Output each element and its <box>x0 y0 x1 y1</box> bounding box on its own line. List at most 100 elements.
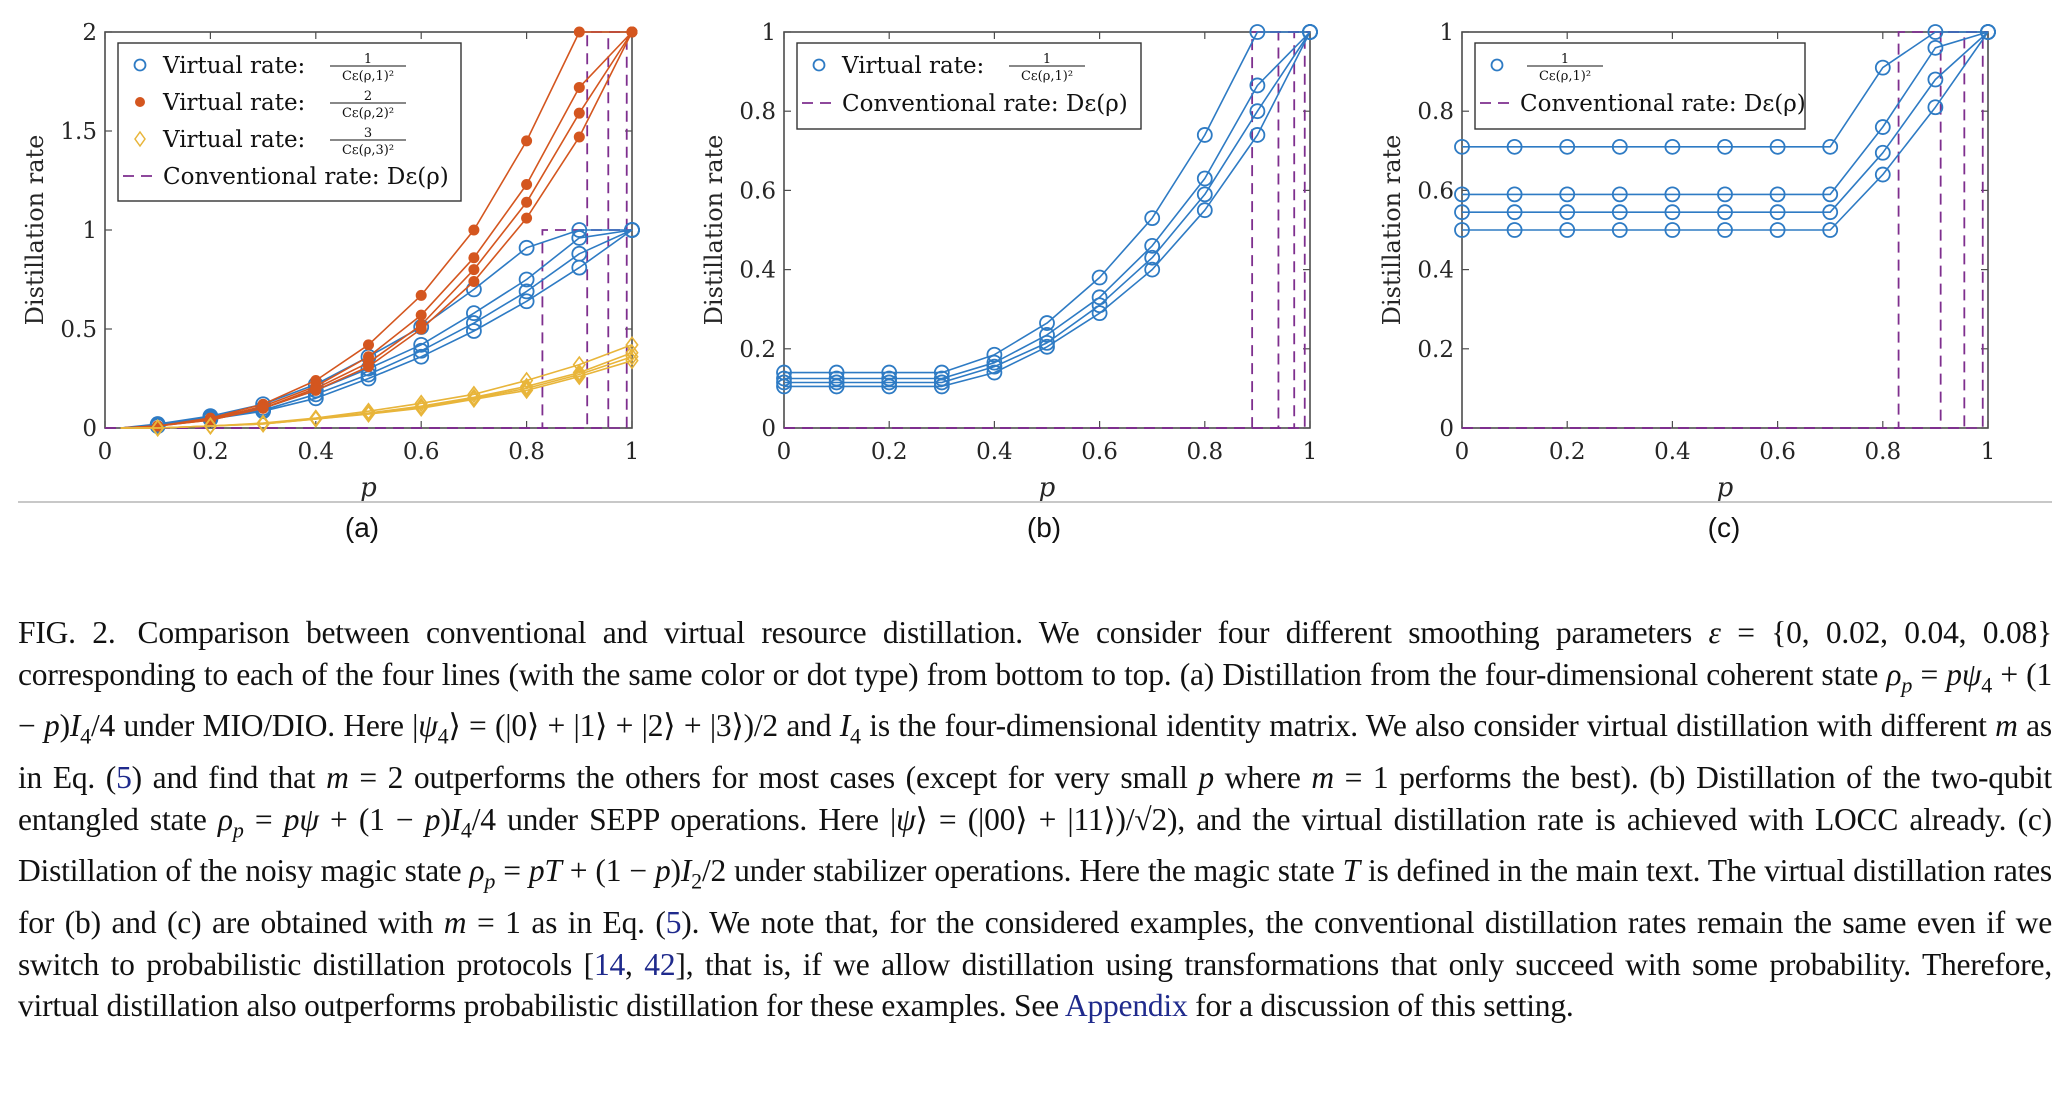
data-point-diamond <box>625 347 639 366</box>
caption-reference-link[interactable]: 42 <box>644 946 676 982</box>
caption-text: /2 under stabilizer operations. Here the… <box>701 853 1343 889</box>
data-point-dot <box>415 289 427 301</box>
caption-reference-link[interactable]: 5 <box>665 905 682 941</box>
series-m-3-0 <box>120 351 639 437</box>
caption-text: ε <box>1708 615 1721 650</box>
series--0-08 <box>1454 24 1996 155</box>
y-tick-label: 1 <box>1439 20 1454 46</box>
caption-text: ). We note that, for the considered exam… <box>18 905 2052 982</box>
caption-text: /4 under MIO/DIO. Here | <box>90 708 419 744</box>
data-point-circle <box>1039 315 1055 331</box>
caption-text: ρ <box>217 801 233 837</box>
data-point-circle <box>1927 99 1944 116</box>
data-point-circle <box>881 378 898 395</box>
legend-fraction-denominator: Cε(ρ,3)² <box>342 143 394 158</box>
caption-text: , <box>625 946 645 982</box>
caption-text: 4 <box>80 723 91 749</box>
data-point-diamond <box>361 405 376 423</box>
caption-text: 2 <box>691 868 702 894</box>
data-point-circle <box>1506 222 1523 238</box>
caption-text: m <box>1995 708 2018 744</box>
data-point-circle <box>1506 204 1523 221</box>
data-point-circle <box>413 336 430 353</box>
data-point-circle <box>1874 59 1891 76</box>
x-tick-label: 0 <box>98 439 113 465</box>
caption-text: ) <box>59 708 71 744</box>
legend-fraction-numerator: 3 <box>364 126 372 141</box>
panel-label-c: (c) <box>1707 512 1741 543</box>
x-axis-label: p <box>1039 473 1056 503</box>
caption-text: as in Eq. ( <box>18 708 2052 796</box>
caption-text: = <box>243 801 284 837</box>
series--0 <box>776 24 1318 395</box>
caption-body: Comparison between conventional and virt… <box>18 615 2052 1023</box>
data-point-dot <box>468 264 480 276</box>
caption-text: I <box>839 708 851 744</box>
data-point-diamond <box>309 410 323 428</box>
data-point-circle <box>828 378 845 395</box>
legend-fraction-denominator: Cε(ρ,1)² <box>342 69 394 84</box>
caption-text: ρ <box>469 853 485 889</box>
data-point-circle <box>1144 261 1161 278</box>
y-axis-label: Distillation rate <box>700 135 728 326</box>
data-point-diamond <box>572 367 586 386</box>
x-tick-label: 0.6 <box>1759 439 1796 465</box>
data-point-circle <box>1664 204 1681 221</box>
legend-fraction-denominator: Cε(ρ,2)² <box>342 106 394 121</box>
caption-reference-link[interactable]: Appendix <box>1064 988 1188 1024</box>
legend: Virtual rate: 1 Cε(ρ,1)² Conventional rate:… <box>796 42 1142 130</box>
data-point-circle <box>1717 138 1733 155</box>
data-point-circle <box>1664 222 1681 238</box>
data-point-dot <box>521 135 533 147</box>
data-point-circle <box>1196 202 1213 219</box>
data-point-circle <box>1454 204 1470 221</box>
data-point-dot <box>521 196 533 208</box>
data-point-circle <box>518 239 535 256</box>
caption-text: /4 under SEPP operations. Here | <box>471 801 897 837</box>
series--0-02 <box>1454 24 1996 221</box>
series-line <box>1462 31 1989 196</box>
series-line <box>784 31 1311 384</box>
data-point-dot <box>468 252 480 264</box>
data-point-circle <box>1091 269 1108 286</box>
data-point-circle <box>828 374 845 391</box>
caption-text: = {0, 0.02, 0.04, 0.08} corresponding to… <box>18 615 2052 692</box>
legend-marker-icon <box>134 130 146 148</box>
data-point-diamond <box>414 399 428 418</box>
x-tick-label: 0.2 <box>871 439 908 465</box>
data-point-circle <box>986 364 1003 381</box>
y-tick-label: 0.4 <box>739 258 776 284</box>
data-point-circle <box>1980 24 1996 40</box>
y-tick-label: 0.8 <box>1417 99 1454 125</box>
legend-label: Virtual rate: <box>841 53 984 79</box>
caption-reference-link[interactable]: 5 <box>116 760 132 796</box>
data-point-diamond <box>572 363 586 382</box>
data-point-circle <box>571 222 588 238</box>
legend-fraction-denominator: Cε(ρ,1)² <box>1539 69 1591 84</box>
data-point-circle <box>413 348 430 365</box>
caption-text: = <box>1912 656 1947 692</box>
legend-fraction-denominator: Cε(ρ,1)² <box>1021 69 1073 84</box>
caption-text: ψ <box>418 708 438 744</box>
caption-text: ⟩ = (|00⟩ + |11⟩)/√2), and the virtual d… <box>18 801 2052 889</box>
caption-reference-link[interactable]: 14 <box>593 946 626 982</box>
chart-panel-c: 0 0.2 0.4 0.6 0.8 1 0 0.2 0.4 0.6 0.8 1 p Distillatio… <box>1378 20 1996 503</box>
y-axis-label: Distillation rate <box>21 135 49 326</box>
caption-text: p <box>44 708 60 744</box>
legend-diamond-icon <box>134 130 146 148</box>
caption-text: p <box>654 853 671 889</box>
data-point-dot <box>257 402 269 414</box>
caption-text: p <box>484 868 496 894</box>
data-point-circle <box>881 374 898 391</box>
data-point-circle <box>1454 138 1470 155</box>
data-point-dot <box>521 178 533 190</box>
caption-text: for a discussion of this setting. <box>1187 988 1574 1024</box>
data-point-circle <box>465 315 482 331</box>
data-point-circle <box>1874 119 1891 135</box>
caption-text: pψ <box>283 801 319 837</box>
data-point-dot <box>573 81 585 93</box>
data-point-circle <box>1822 222 1839 238</box>
legend-label: Conventional rate: Dε(ρ) <box>1520 91 1806 117</box>
series-line <box>784 31 1311 388</box>
data-point-diamond <box>151 419 165 437</box>
